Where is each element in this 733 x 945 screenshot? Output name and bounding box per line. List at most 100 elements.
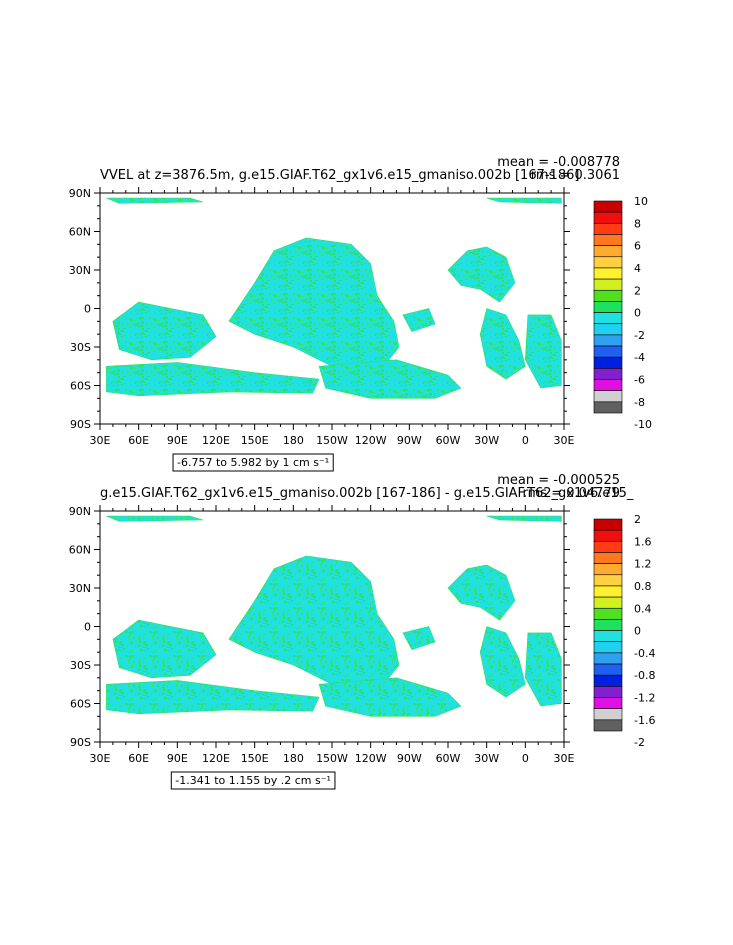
x-tick-label: 150W <box>316 434 348 447</box>
colorbar-swatch <box>593 686 623 698</box>
colorbar-label: 4 <box>634 262 641 275</box>
colorbar-swatch <box>593 401 623 414</box>
central-pacific-patch-region <box>402 626 436 650</box>
colorbar-label: 8 <box>634 217 641 230</box>
x-tick-label: 60E <box>128 434 149 447</box>
colorbar-label: 6 <box>634 240 641 253</box>
colorbar-swatch <box>593 619 623 631</box>
east-edge-region <box>524 632 562 707</box>
x-tick-label: 150W <box>316 752 348 765</box>
x-tick-label: 180 <box>283 434 304 447</box>
colorbar-label: -1.2 <box>634 692 655 705</box>
arctic-band-right-region <box>486 197 562 204</box>
colorbar-swatch <box>593 234 623 246</box>
colorbar-swatch <box>593 652 623 665</box>
y-tick-label: 60N <box>69 544 91 557</box>
x-tick-label: 90E <box>167 752 188 765</box>
colorbar-swatch <box>593 719 623 732</box>
colorbar-label: -8 <box>634 396 645 409</box>
colorbar-swatch <box>593 574 623 587</box>
east-edge-region <box>524 314 562 389</box>
southern-ocean-west-region <box>106 362 320 397</box>
indian-ocean-blob-region <box>112 301 217 361</box>
colorbar-label: 0 <box>634 307 641 320</box>
colorbar-swatch <box>593 245 623 258</box>
colorbar-swatch <box>593 518 623 531</box>
atlantic-north-region <box>447 564 516 621</box>
x-tick-label: 60W <box>436 752 461 765</box>
colorbar-label: -1.6 <box>634 714 655 727</box>
colorbar-swatch <box>593 697 623 709</box>
colorbar-swatch <box>593 663 623 676</box>
colorbar-label: -10 <box>634 418 652 431</box>
mean-stat: mean = -0.008778 <box>497 155 620 170</box>
arctic-band-left-region <box>106 197 204 204</box>
colorbar-label: 0 <box>634 625 641 638</box>
x-tick-label: 120W <box>355 434 387 447</box>
atlantic-north-region <box>447 246 516 303</box>
x-tick-label: 120E <box>202 434 230 447</box>
y-tick-label: 60N <box>69 226 91 239</box>
x-tick-label: 0 <box>522 434 529 447</box>
y-tick-label: 90S <box>70 418 91 431</box>
colorbar-swatch <box>593 607 623 620</box>
x-tick-label: 180 <box>283 752 304 765</box>
colorbar-swatch <box>593 312 623 325</box>
south-pacific-band-region <box>318 677 462 717</box>
y-tick-label: 90S <box>70 736 91 749</box>
central-pacific-patch-region <box>402 308 436 332</box>
colorbar-swatch <box>593 334 623 347</box>
colorbar-label: 1.2 <box>634 558 652 571</box>
panel-title: VVEL at z=3876.5m, g.e15.GIAF.T62_gx1v6.… <box>100 168 579 183</box>
x-tick-label: 60W <box>436 434 461 447</box>
colorbar-swatch <box>593 256 623 269</box>
map-panel-2: 30E 60E 90E 120E 150E 180 150W 120W 90W 60W 30W 0 30… <box>69 473 655 790</box>
panel-title: g.e15.GIAF.T62_gx1v6.e15_gmaniso.002b [1… <box>100 486 634 501</box>
colorbar-swatch <box>593 541 623 553</box>
x-tick-label: 120E <box>202 752 230 765</box>
y-tick-label: 30N <box>69 264 91 277</box>
x-tick-label: 120W <box>355 752 387 765</box>
rms-stat: rms = 0.04779 <box>523 486 620 501</box>
atlantic-south-region <box>479 626 526 698</box>
y-tick-label: 90N <box>69 187 91 200</box>
x-tick-label: 150E <box>241 434 269 447</box>
x-tick-label: 60E <box>128 752 149 765</box>
colorbar-label: -0.4 <box>634 647 655 660</box>
mean-stat: mean = -0.000525 <box>497 473 620 488</box>
colorbar-label: -2 <box>634 736 645 749</box>
contour-range-note-box <box>172 453 334 472</box>
x-tick-label: 150E <box>241 752 269 765</box>
colorbar-label: 2 <box>634 513 641 526</box>
y-tick-label: 30S <box>70 341 91 354</box>
colorbar-label: 1.6 <box>634 535 652 548</box>
atlantic-south-region <box>479 308 526 380</box>
x-tick-label: 30W <box>474 434 499 447</box>
colorbar-swatch <box>593 674 623 687</box>
colorbar-label: 0.8 <box>634 580 652 593</box>
pacific-blob-region <box>228 555 400 685</box>
x-tick-label: 90W <box>397 434 422 447</box>
x-tick-label: 90W <box>397 752 422 765</box>
x-tick-label: 30E <box>90 434 111 447</box>
colorbar-swatch <box>593 368 623 380</box>
colorbar-swatch <box>593 585 623 598</box>
x-tick-label: 30E <box>554 752 575 765</box>
y-tick-label: 30S <box>70 659 91 672</box>
colorbar-label: 10 <box>634 195 648 208</box>
arctic-band-left-region <box>106 515 204 522</box>
colorbar-label: -4 <box>634 351 645 364</box>
y-tick-label: 30N <box>69 582 91 595</box>
colorbar-label: -2 <box>634 329 645 342</box>
x-tick-label: 30W <box>474 752 499 765</box>
x-tick-label: 30E <box>554 434 575 447</box>
map-panel-1: 30E 60E 90E 120E 150E 180 150W 120W 90W 60W 30W 0 30… <box>69 155 652 472</box>
colorbar-swatch <box>593 563 623 576</box>
south-pacific-band-region <box>318 359 462 399</box>
colorbar-label: -6 <box>634 374 645 387</box>
colorbar-swatch <box>593 223 623 235</box>
rms-stat: rms = 0.3061 <box>531 168 620 183</box>
colorbar-swatch <box>593 630 623 643</box>
colorbar-swatch <box>593 301 623 313</box>
colorbar-swatch <box>593 323 623 336</box>
